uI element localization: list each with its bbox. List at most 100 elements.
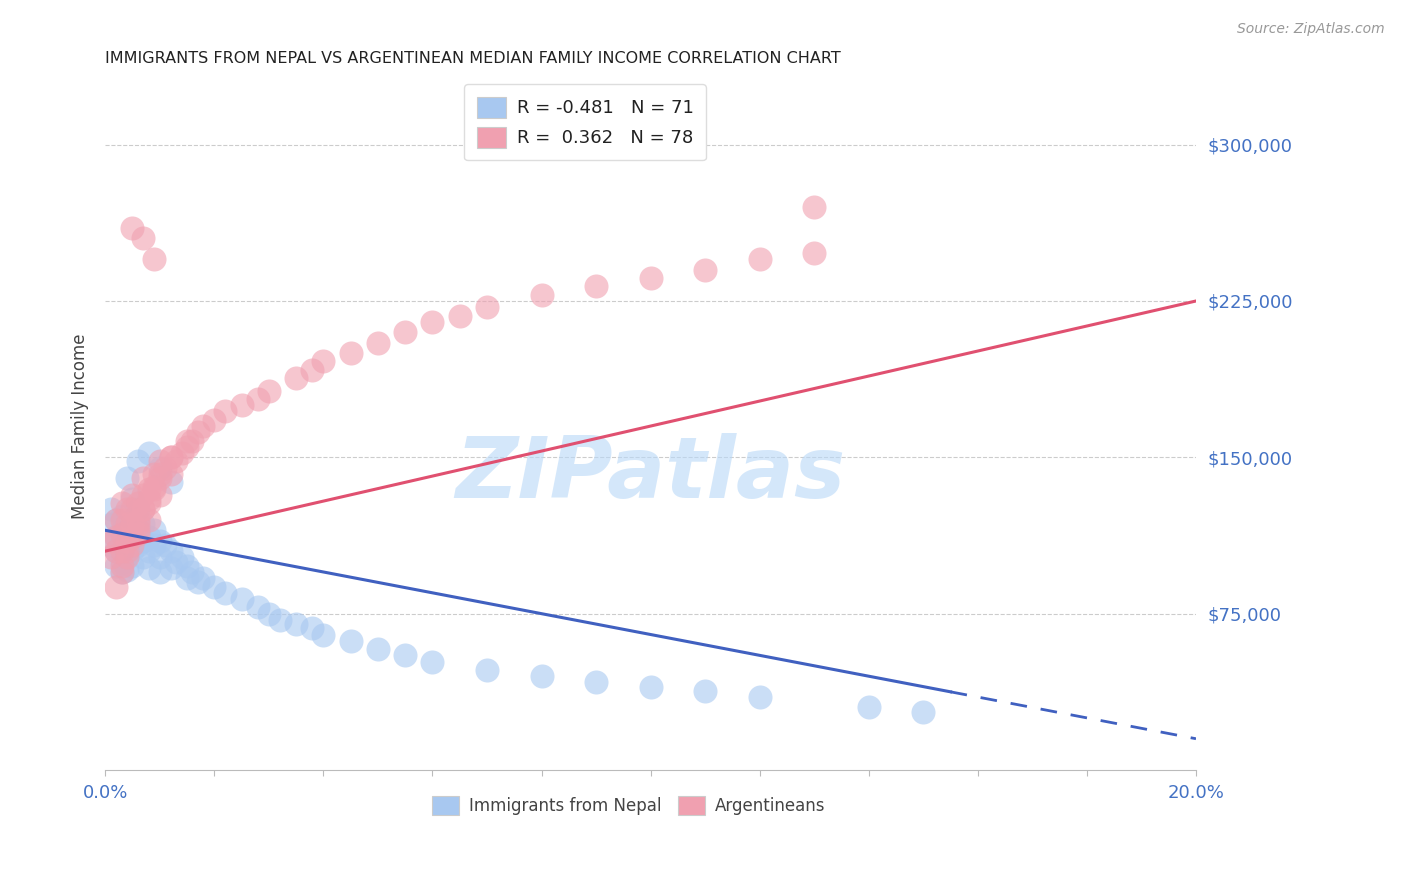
Point bbox=[312, 354, 335, 368]
Point bbox=[100, 538, 122, 552]
Point bbox=[257, 384, 280, 398]
Point bbox=[132, 516, 155, 531]
Point bbox=[165, 555, 187, 569]
Point bbox=[530, 669, 553, 683]
Point bbox=[143, 538, 166, 552]
Point bbox=[138, 544, 160, 558]
Point bbox=[269, 613, 291, 627]
Point bbox=[394, 325, 416, 339]
Point bbox=[149, 471, 172, 485]
Point bbox=[110, 538, 132, 552]
Text: ZIPatlas: ZIPatlas bbox=[456, 433, 846, 516]
Point bbox=[312, 627, 335, 641]
Point bbox=[121, 516, 143, 531]
Point bbox=[181, 434, 204, 448]
Point bbox=[105, 529, 128, 543]
Point bbox=[143, 467, 166, 481]
Point bbox=[585, 675, 607, 690]
Point bbox=[246, 600, 269, 615]
Point bbox=[214, 404, 236, 418]
Point bbox=[100, 516, 122, 531]
Point bbox=[176, 434, 198, 448]
Point bbox=[132, 550, 155, 565]
Point bbox=[149, 460, 172, 475]
Point bbox=[115, 516, 138, 531]
Point bbox=[132, 488, 155, 502]
Point bbox=[301, 363, 323, 377]
Point bbox=[127, 523, 149, 537]
Point bbox=[127, 523, 149, 537]
Point bbox=[422, 315, 444, 329]
Point bbox=[149, 533, 172, 548]
Point bbox=[121, 502, 143, 516]
Point bbox=[127, 513, 149, 527]
Point bbox=[143, 482, 166, 496]
Text: Source: ZipAtlas.com: Source: ZipAtlas.com bbox=[1237, 22, 1385, 37]
Point bbox=[231, 398, 253, 412]
Point bbox=[149, 550, 172, 565]
Point bbox=[339, 346, 361, 360]
Point bbox=[110, 558, 132, 573]
Point bbox=[138, 446, 160, 460]
Point bbox=[138, 491, 160, 506]
Point bbox=[127, 496, 149, 510]
Point bbox=[100, 502, 122, 516]
Point bbox=[394, 648, 416, 663]
Point bbox=[127, 454, 149, 468]
Point bbox=[159, 450, 181, 465]
Point bbox=[110, 544, 132, 558]
Point bbox=[246, 392, 269, 406]
Point bbox=[127, 527, 149, 541]
Point bbox=[115, 549, 138, 563]
Point bbox=[143, 252, 166, 267]
Point bbox=[115, 550, 138, 565]
Point bbox=[127, 516, 149, 531]
Point bbox=[159, 544, 181, 558]
Point bbox=[285, 617, 308, 632]
Point bbox=[176, 558, 198, 573]
Point bbox=[149, 467, 172, 481]
Point bbox=[367, 335, 389, 350]
Point bbox=[367, 642, 389, 657]
Point bbox=[100, 550, 122, 565]
Point bbox=[202, 413, 225, 427]
Point bbox=[121, 488, 143, 502]
Point bbox=[301, 621, 323, 635]
Point bbox=[257, 607, 280, 621]
Point bbox=[105, 513, 128, 527]
Point bbox=[105, 544, 128, 558]
Point bbox=[153, 460, 176, 475]
Point bbox=[138, 496, 160, 510]
Point bbox=[143, 523, 166, 537]
Point bbox=[115, 502, 138, 516]
Point bbox=[748, 690, 770, 704]
Point bbox=[202, 580, 225, 594]
Point bbox=[165, 454, 187, 468]
Point bbox=[110, 527, 132, 541]
Point bbox=[640, 271, 662, 285]
Point bbox=[115, 533, 138, 548]
Point bbox=[127, 502, 149, 516]
Point bbox=[803, 246, 825, 260]
Point bbox=[121, 513, 143, 527]
Point bbox=[912, 705, 935, 719]
Point bbox=[138, 513, 160, 527]
Point bbox=[121, 544, 143, 558]
Point bbox=[110, 523, 132, 537]
Point bbox=[858, 700, 880, 714]
Point bbox=[110, 513, 132, 527]
Point bbox=[121, 221, 143, 235]
Text: IMMIGRANTS FROM NEPAL VS ARGENTINEAN MEDIAN FAMILY INCOME CORRELATION CHART: IMMIGRANTS FROM NEPAL VS ARGENTINEAN MED… bbox=[105, 51, 841, 66]
Point bbox=[100, 533, 122, 548]
Point bbox=[105, 558, 128, 573]
Point bbox=[695, 262, 717, 277]
Point bbox=[115, 533, 138, 548]
Point bbox=[110, 496, 132, 510]
Point bbox=[422, 655, 444, 669]
Legend: Immigrants from Nepal, Argentineans: Immigrants from Nepal, Argentineans bbox=[425, 788, 834, 823]
Point bbox=[110, 508, 132, 523]
Point bbox=[176, 440, 198, 454]
Point bbox=[149, 565, 172, 579]
Point bbox=[121, 558, 143, 573]
Point bbox=[121, 529, 143, 543]
